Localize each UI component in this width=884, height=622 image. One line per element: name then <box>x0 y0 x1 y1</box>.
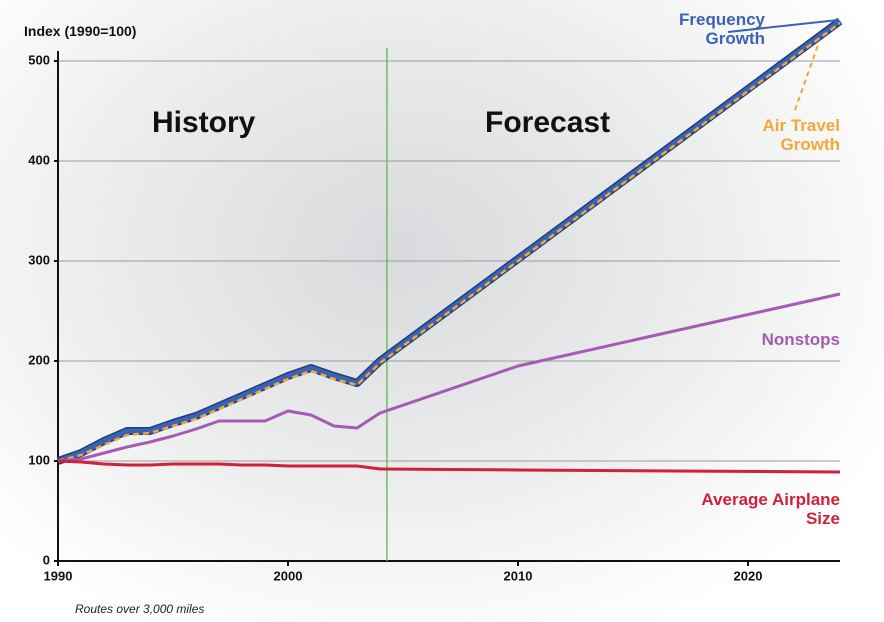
y-tick-label: 400 <box>28 152 50 167</box>
y-tick-label: 100 <box>28 452 50 467</box>
legend-entry: Nonstops <box>700 330 840 349</box>
y-tick-label: 0 <box>43 552 50 567</box>
x-tick-label: 2000 <box>274 568 303 583</box>
y-tick-label: 300 <box>28 252 50 267</box>
legend-entry: Average Airplane Size <box>700 490 840 528</box>
series-line <box>58 21 840 461</box>
series-line <box>58 461 840 472</box>
legend-entry: Frequency Growth <box>640 10 765 48</box>
y-axis-label: Index (1990=100) <box>24 22 136 41</box>
series-line <box>58 23 840 461</box>
x-tick-label: 2020 <box>734 568 763 583</box>
line-outline <box>58 21 840 461</box>
x-tick-label: 1990 <box>44 568 73 583</box>
plot: 0 100 200 300 400 500 1990 2000 2010 2020 <box>0 0 884 622</box>
x-tick-label: 2010 <box>504 568 533 583</box>
series-line <box>58 294 840 461</box>
y-tick-label: 500 <box>28 52 50 67</box>
legend-entry: Air Travel Growth <box>720 116 840 154</box>
annotation: History <box>152 106 255 140</box>
note: Routes over 3,000 miles <box>75 600 204 619</box>
y-tick-label: 200 <box>28 352 50 367</box>
annotation: Forecast <box>485 106 610 140</box>
chart: 0 100 200 300 400 500 1990 2000 2010 2020 Index (… <box>0 0 884 622</box>
